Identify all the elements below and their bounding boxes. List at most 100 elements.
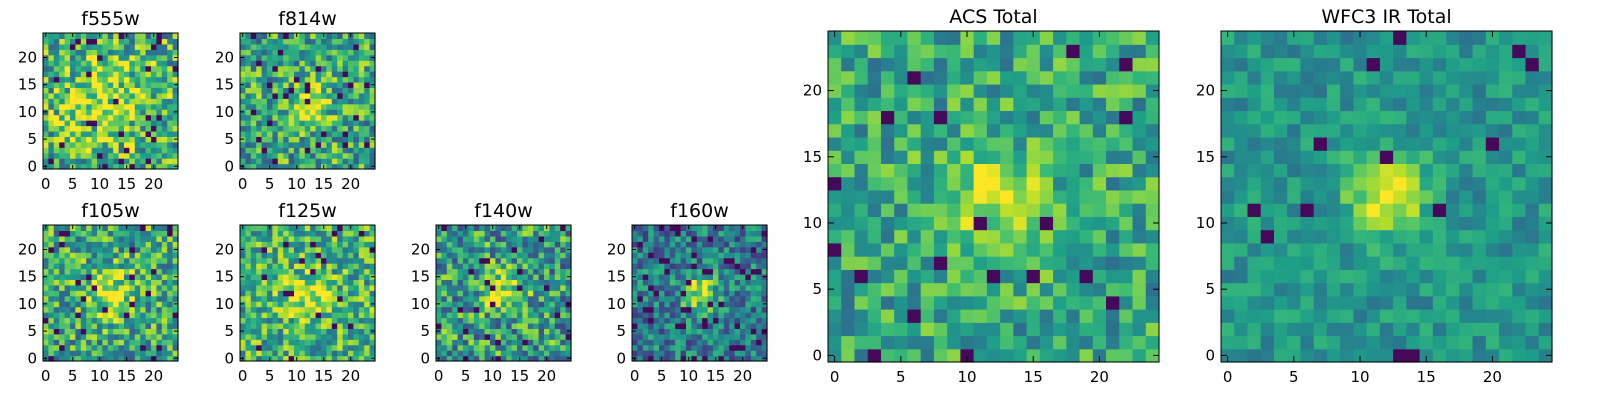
pixel-cell [353,350,360,357]
pixel-cell [97,235,103,242]
pixel-cell [267,136,273,143]
pixel-cell [342,33,349,40]
pixel-cell [653,344,660,351]
pixel-cell [240,268,246,275]
pixel-cell [484,317,491,324]
pixel-cell [53,257,60,264]
pixel-cell [1013,136,1028,151]
pixel-cell [1260,256,1275,270]
pixel-cell [118,322,125,329]
pixel-cell [713,322,719,329]
pixel-cell [1512,269,1527,284]
pixel-cell [299,71,306,78]
pixel-cell [1340,150,1354,164]
y-tick-label: 15 [803,148,822,166]
pixel-cell [86,225,93,232]
pixel-cell [533,241,540,248]
pixel-cell [691,284,698,291]
pixel-cell [554,279,561,286]
pixel-cell [1326,282,1341,297]
pixel-cell [107,60,114,67]
pixel-cell [129,141,136,148]
pixel-cell [70,125,76,132]
pixel-cell [691,295,698,302]
pixel-cell [920,44,935,59]
pixel-cell [80,230,87,237]
pixel-cell [250,246,257,253]
pixel-cell [59,98,66,105]
pixel-cell [664,235,671,242]
pixel-cell [277,147,284,154]
pixel-cell [1079,322,1094,337]
pixel-cell [250,33,257,40]
pixel-cell [1353,348,1368,363]
pixel-cell [1119,44,1134,59]
pixel-cell [960,256,975,270]
pixel-cell [1287,335,1302,350]
pixel-cell [59,290,66,297]
pixel-cell [854,110,869,125]
pixel-cell [113,284,120,291]
pixel-cell [294,328,300,335]
pixel-cell [1053,31,1067,45]
pixel-cell [549,263,556,270]
pixel-cell [353,76,360,83]
pixel-cell [1353,309,1368,323]
pixel-cell [680,355,687,362]
pixel-cell [691,317,698,324]
pixel-cell [64,225,71,232]
pixel-cell [894,44,909,59]
pixel-cell [145,333,152,340]
pixel-cell [156,147,163,154]
pixel-cell [538,295,545,302]
pixel-cell [80,339,87,346]
pixel-cell [134,257,141,264]
pixel-cell [310,355,317,362]
pixel-cell [331,268,338,275]
pixel-cell [167,312,174,319]
pixel-cell [1353,295,1368,310]
pixel-cell [315,43,322,50]
pixel-cell [321,76,327,83]
pixel-cell [256,306,263,313]
pixel-cell [734,333,741,340]
pixel-cell [1145,203,1160,217]
pixel-cell [331,43,338,50]
pixel-cell [369,257,376,264]
pixel-cell [245,268,252,275]
pixel-cell [145,225,152,232]
pixel-cell [729,279,736,286]
pixel-cell [277,38,284,45]
pixel-cell [637,257,644,264]
pixel-cell [1300,176,1315,191]
pixel-cell [172,49,179,56]
pixel-cell [151,279,157,286]
pixel-cell [533,339,540,346]
pixel-cell [729,339,736,346]
pixel-cell [145,241,152,248]
pixel-cell [113,130,120,137]
pixel-cell [1393,335,1407,350]
pixel-cell [277,76,284,83]
pixel-cell [364,147,371,154]
pixel-cell [145,92,152,99]
pixel-cell [64,71,71,78]
pixel-cell [1499,282,1513,297]
pixel-cell [75,136,82,143]
pixel-cell [1419,229,1434,244]
pixel-cell [1039,57,1054,72]
pixel-cell [245,109,252,116]
pixel-cell [358,333,365,340]
pixel-cell [686,241,692,248]
pixel-cell [702,268,709,275]
pixel-cell [113,87,120,94]
pixel-cell [80,322,87,329]
pixel-cell [369,87,376,94]
pixel-cell [331,225,338,232]
pixel-cell [161,350,168,357]
pixel-cell [326,279,333,286]
pixel-cell [75,81,82,88]
pixel-cell [145,273,152,280]
pixel-cell [134,120,141,127]
pixel-cell [299,328,306,335]
